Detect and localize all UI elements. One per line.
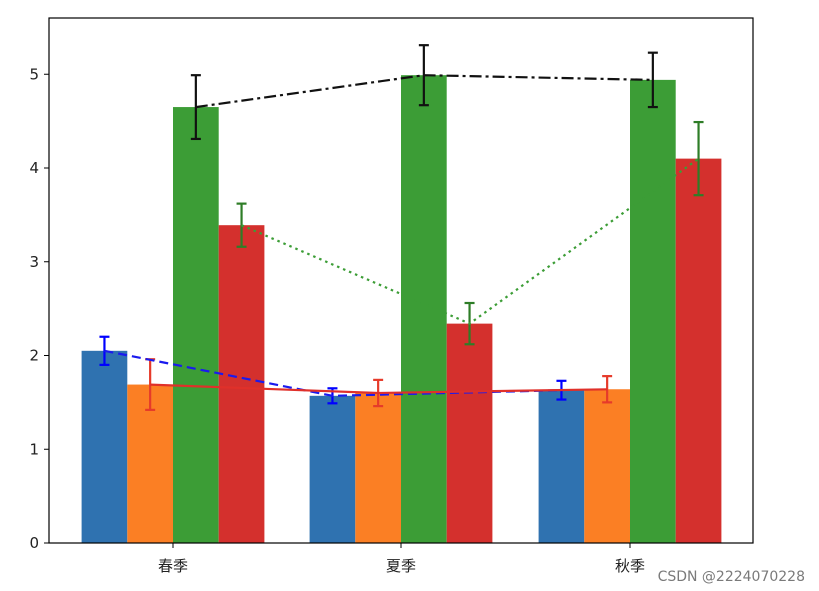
error-bar-series-3-秋季	[647, 51, 658, 109]
bars-layer	[81, 75, 722, 543]
bar-series-1-夏季	[309, 395, 356, 543]
bar-series-4-秋季	[675, 158, 722, 543]
bar-series-3-秋季	[630, 79, 676, 543]
y-tick-label: 4	[29, 159, 39, 177]
error-bar-series-4-春季	[236, 202, 247, 248]
line-red-solid	[150, 383, 608, 395]
bar-series-4-春季	[218, 225, 265, 543]
watermark: CSDN @2224070228	[657, 569, 805, 585]
y-tick-label: 3	[29, 253, 39, 271]
y-tick-label: 1	[29, 440, 39, 458]
bar-series-3-夏季	[401, 75, 447, 543]
line-green-dotted	[241, 157, 700, 325]
y-tick-label: 5	[29, 65, 39, 83]
bar-series-2-夏季	[355, 393, 401, 543]
bar-series-4-夏季	[446, 323, 493, 543]
bar-series-1-秋季	[538, 390, 585, 543]
axes-layer: 0 1 2 3 4 5 春季 夏季 秋季	[29, 65, 645, 575]
line-black-dashdot	[195, 74, 653, 109]
bar-series-3-春季	[173, 107, 219, 543]
x-tick-label: 春季	[158, 557, 188, 575]
error-bar-series-4-秋季	[693, 120, 704, 197]
x-tick-label: 秋季	[615, 557, 645, 575]
bar-series-2-秋季	[584, 389, 630, 543]
x-tick-label: 夏季	[386, 557, 416, 575]
y-tick-label: 2	[29, 347, 39, 365]
y-tick-label: 0	[29, 534, 39, 552]
bar-series-1-春季	[81, 350, 128, 543]
trend-lines-layer	[104, 74, 700, 397]
